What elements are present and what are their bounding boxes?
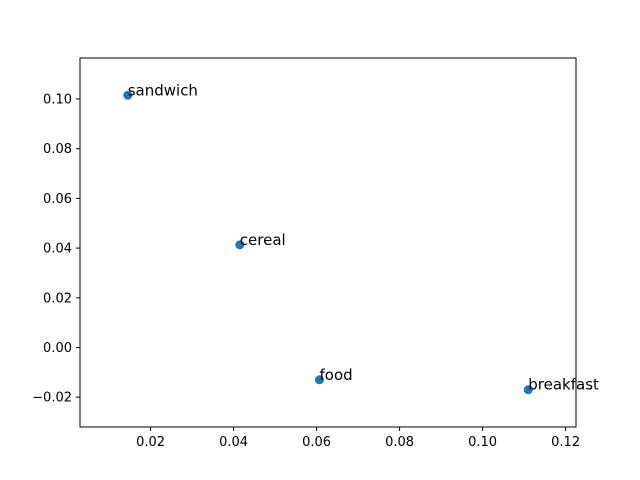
data-point xyxy=(123,90,133,100)
x-tick-label: 0.10 xyxy=(468,435,497,450)
x-tick-label: 0.12 xyxy=(551,435,580,450)
x-tick-label: 0.06 xyxy=(302,435,331,450)
data-point xyxy=(523,385,533,395)
x-tick-label: 0.04 xyxy=(219,435,248,450)
y-tick-label: −0.02 xyxy=(32,391,72,406)
point-label: cereal xyxy=(240,231,286,249)
x-tick-label: 0.08 xyxy=(385,435,414,450)
y-tick-label: 0.10 xyxy=(43,93,72,108)
y-tick-label: 0.06 xyxy=(43,192,72,207)
data-point xyxy=(235,240,245,250)
x-tick-label: 0.02 xyxy=(136,435,165,450)
point-label: food xyxy=(319,366,352,384)
y-tick-label: 0.02 xyxy=(43,291,72,306)
point-label: breakfast xyxy=(528,376,599,394)
data-point xyxy=(314,375,324,385)
plot-frame xyxy=(79,57,577,428)
y-tick-label: 0.00 xyxy=(43,341,72,356)
y-tick-label: 0.08 xyxy=(43,142,72,157)
y-tick-label: 0.04 xyxy=(43,242,72,257)
point-label: sandwich xyxy=(128,81,198,99)
